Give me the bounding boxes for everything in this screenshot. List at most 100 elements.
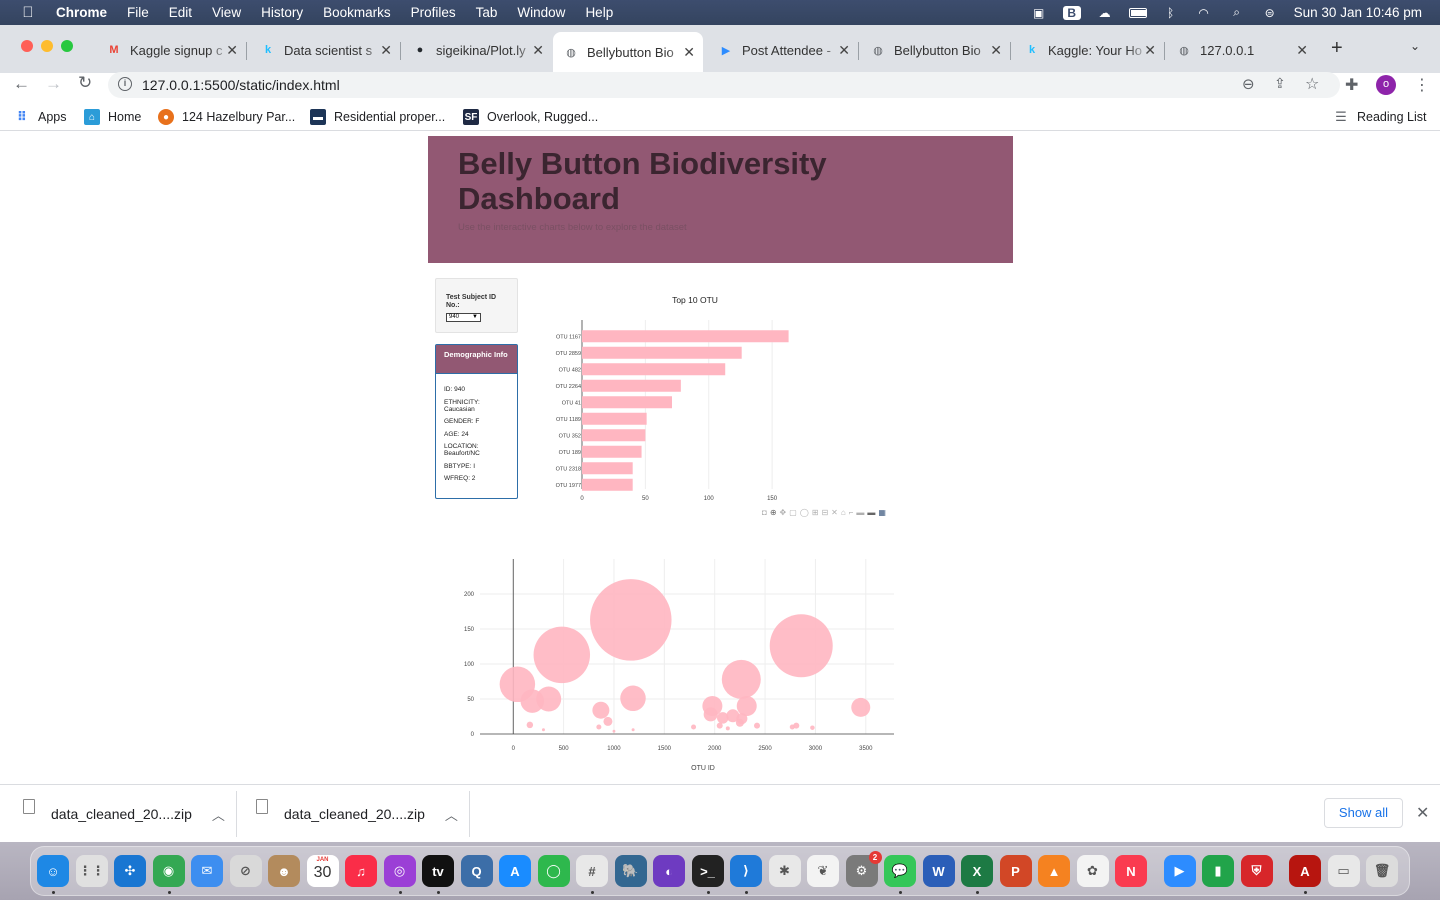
top-10-otu-bar-chart[interactable]: Top 10 OTU 0 50 100 150 OTU 1167 OTU 2859 OTU 4… xyxy=(520,282,940,527)
box-select-icon[interactable]: ▢ xyxy=(789,508,797,517)
zoom-icon[interactable]: ⊕ xyxy=(769,508,777,517)
network-icon[interactable]: ✱ xyxy=(768,855,801,887)
site-info-icon[interactable]: i xyxy=(118,77,132,91)
browser-tab[interactable]: ● sigeikina/Plot.ly ✕ xyxy=(402,34,552,66)
close-tab-icon[interactable]: ✕ xyxy=(380,41,392,58)
tab-search-chevron-icon[interactable]: ⌄ xyxy=(1410,39,1421,53)
menu-profiles[interactable]: Profiles xyxy=(410,5,456,20)
share-icon[interactable]: ⇪ xyxy=(1274,75,1286,91)
chrome-menu-icon[interactable]: ⋮ xyxy=(1414,77,1430,94)
close-tab-icon[interactable]: ✕ xyxy=(838,41,850,58)
browser-tab[interactable]: ◍ 127.0.0.1 ✕ xyxy=(1166,34,1316,66)
zoom-out-icon[interactable]: ⊟ xyxy=(821,508,829,517)
show-all-downloads-button[interactable]: Show all xyxy=(1324,798,1403,828)
spike-lines-icon[interactable]: ⌐ xyxy=(848,508,854,517)
menu-help[interactable]: Help xyxy=(585,5,614,20)
download-item[interactable]: data_cleaned_20....zip ︿ xyxy=(23,785,225,843)
vscode-icon[interactable]: ⟩ xyxy=(730,855,762,887)
bookmark-star-icon[interactable]: ☆ xyxy=(1305,76,1320,93)
hover-compare-icon[interactable]: ▬ xyxy=(867,508,876,517)
excel-icon[interactable]: X xyxy=(961,855,993,887)
apple-tv-icon[interactable]: tv xyxy=(422,855,454,887)
news-icon[interactable]: N xyxy=(1115,855,1147,887)
documents-folder-icon[interactable]: ▭ xyxy=(1327,855,1360,887)
browser-tab[interactable]: k Data scientist s ✕ xyxy=(250,34,400,66)
reload-icon[interactable]: ↻ xyxy=(78,73,93,92)
lasso-select-icon[interactable]: ◯ xyxy=(799,508,809,517)
contacts-icon[interactable]: ☻ xyxy=(268,855,300,887)
terminal-icon[interactable]: >_ xyxy=(691,855,724,887)
activity-icon[interactable]: ◯ xyxy=(537,855,570,887)
restricted-icon[interactable]: ⊘ xyxy=(229,855,262,887)
calendar-icon[interactable]: JAN 30 xyxy=(306,855,339,887)
url-text[interactable]: 127.0.0.1:5500/static/index.html xyxy=(142,77,340,93)
browser-tab[interactable]: ▶ Post Attendee - ✕ xyxy=(708,34,858,66)
bookmark-home[interactable]: ⌂ Home xyxy=(84,109,141,125)
reset-axes-icon[interactable]: ⌂ xyxy=(840,508,846,517)
podcasts-icon[interactable]: ◎ xyxy=(383,855,416,887)
hover-closest-icon[interactable]: ▬ xyxy=(856,508,865,517)
browser-tab[interactable]: M Kaggle signup c ✕ xyxy=(96,34,246,66)
shield-app-icon[interactable]: ⛨ xyxy=(1240,855,1273,887)
numbers-icon[interactable]: ▮ xyxy=(1202,855,1234,887)
slack-icon[interactable]: # xyxy=(576,855,608,887)
wifi-icon[interactable]: ◠ xyxy=(1198,5,1209,20)
new-tab-button[interactable]: + xyxy=(1331,37,1343,59)
quicktime-icon[interactable]: Q xyxy=(460,855,493,887)
messages-icon[interactable]: 💬 xyxy=(884,855,916,887)
close-tab-icon[interactable]: ✕ xyxy=(683,44,695,60)
photos-icon[interactable]: ✿ xyxy=(1076,855,1109,887)
chevron-up-icon[interactable]: ︿ xyxy=(211,807,225,823)
menu-edit[interactable]: Edit xyxy=(168,5,193,20)
back-arrow-icon[interactable]: ← xyxy=(13,74,30,93)
bookmark-hazelbury[interactable]: ● 124 Hazelbury Par... xyxy=(158,109,295,125)
subject-id-dropdown[interactable]: 940 ▼ xyxy=(446,313,481,322)
download-item[interactable]: data_cleaned_20....zip ︿ xyxy=(256,785,458,843)
music-icon[interactable]: ♫ xyxy=(345,855,377,887)
menubar-clock[interactable]: Sun 30 Jan 10:46 pm xyxy=(1293,5,1422,20)
address-bar[interactable]: i 127.0.0.1:5500/static/index.html ⊖ ⇪ ☆ xyxy=(108,72,1340,98)
trash-icon[interactable]: 🗑 xyxy=(1366,855,1398,887)
postgres-icon[interactable]: 🐘 xyxy=(614,855,647,887)
powerpoint-icon[interactable]: P xyxy=(999,855,1032,887)
finder-icon[interactable]: ☺ xyxy=(37,855,69,887)
autoscale-icon[interactable]: ✕ xyxy=(831,508,838,517)
pan-icon[interactable]: ✥ xyxy=(779,508,787,517)
mail-icon[interactable]: ✉ xyxy=(191,855,223,887)
menu-history[interactable]: History xyxy=(261,5,304,20)
acrobat-icon[interactable]: A xyxy=(1289,855,1321,887)
chrome-icon[interactable]: ◉ xyxy=(152,855,185,887)
browser-tab[interactable]: ◍ Bellybutton Bio ✕ xyxy=(860,34,1010,66)
extensions-puzzle-icon[interactable]: ✚ xyxy=(1345,77,1359,94)
close-tab-icon[interactable]: ✕ xyxy=(532,41,544,58)
bookmark-overlook[interactable]: SF Overlook, Rugged... xyxy=(463,109,598,125)
cloud-status-icon[interactable]: ☁ xyxy=(1098,5,1111,20)
launchpad-icon[interactable]: ⋮⋮ xyxy=(75,855,108,887)
b-app-status-icon[interactable]: B xyxy=(1062,5,1081,20)
menu-tab[interactable]: Tab xyxy=(475,5,498,20)
control-center-icon[interactable]: ⊜ xyxy=(1264,5,1275,20)
app-store-icon[interactable]: A xyxy=(499,855,531,887)
reading-list[interactable]: ☰ Reading List xyxy=(1333,109,1426,125)
forward-arrow-icon[interactable]: → xyxy=(45,74,62,93)
bookmark-apps[interactable]: ⠿ Apps xyxy=(14,109,67,125)
spotlight-search-icon[interactable]: ⌕ xyxy=(1233,5,1241,19)
plotly-logo-icon[interactable]: ▦ xyxy=(878,508,886,517)
chevron-up-icon[interactable]: ︿ xyxy=(444,807,458,823)
close-tab-icon[interactable]: ✕ xyxy=(990,41,1002,58)
system-preferences-icon[interactable]: ⚙ 2 xyxy=(845,851,882,887)
close-tab-icon[interactable]: ✕ xyxy=(1296,41,1308,58)
word-icon[interactable]: W xyxy=(922,855,955,887)
close-downloads-icon[interactable]: ✕ xyxy=(1416,805,1430,822)
vlc-icon[interactable]: ▲ xyxy=(1038,855,1070,887)
bluetooth-icon[interactable]: ᛒ xyxy=(1167,5,1175,20)
safari-icon[interactable]: ✣ xyxy=(114,855,146,887)
menu-window[interactable]: Window xyxy=(517,5,566,20)
apple-logo-icon[interactable]:  xyxy=(20,4,36,21)
profile-avatar[interactable]: o xyxy=(1376,75,1396,95)
mongodb-icon[interactable]: ❦ xyxy=(807,855,839,887)
zoom-in-icon[interactable]: ⊞ xyxy=(811,508,819,517)
browser-tab[interactable]: ◍ Bellybutton Bio ✕ xyxy=(553,32,703,73)
menu-bookmarks[interactable]: Bookmarks xyxy=(323,5,391,20)
battery-icon[interactable] xyxy=(1128,6,1147,20)
